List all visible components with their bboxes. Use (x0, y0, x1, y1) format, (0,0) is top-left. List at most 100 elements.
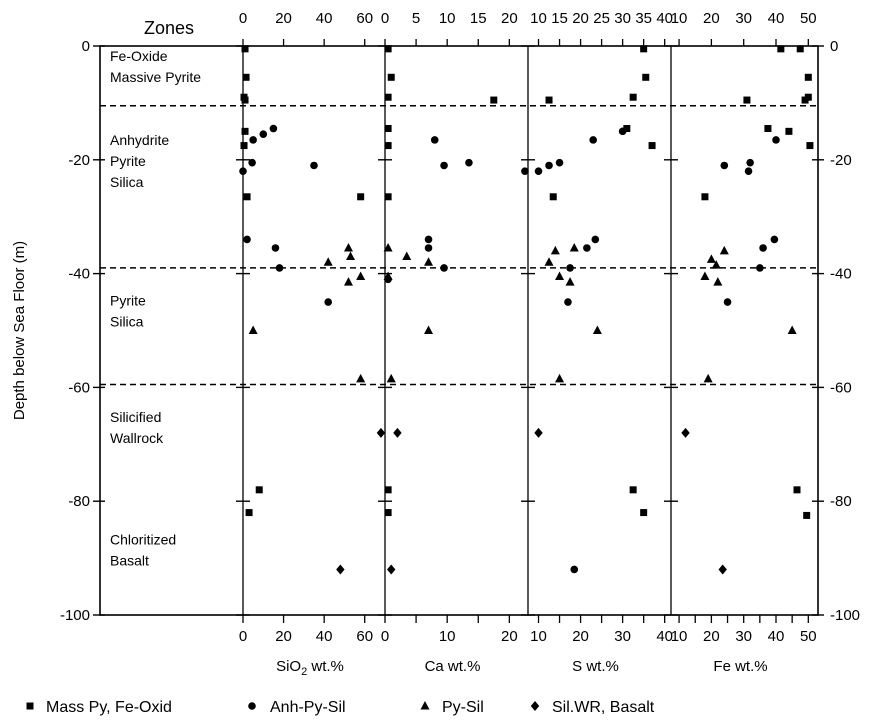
data-point-square (384, 142, 392, 150)
data-point-circle (570, 565, 579, 574)
data-point-triangle (550, 245, 560, 255)
data-point-circle (275, 264, 284, 272)
data-point-triangle (544, 257, 554, 266)
data-point-circle (589, 136, 597, 144)
data-point-square (255, 486, 263, 494)
x-tick-label-top: 0 (239, 10, 247, 27)
data-point-square (804, 93, 812, 101)
data-points (239, 45, 814, 575)
zone-label: Silicified (110, 409, 161, 425)
data-point-triangle (386, 373, 396, 383)
data-point-square (629, 93, 637, 101)
x-tick-label: 20 (703, 628, 720, 645)
data-point-circle (746, 158, 754, 167)
data-point-square (490, 96, 498, 104)
data-point-circle (723, 298, 732, 306)
data-point-circle (591, 235, 600, 244)
x-tick-label-top: 40 (316, 10, 333, 27)
y-axis-title: Depth below Sea Floor (m) (11, 241, 28, 420)
x-tick-label-top: 25 (593, 10, 610, 27)
x-tick-label: 10 (671, 628, 688, 645)
y-tick-label: -80 (68, 493, 90, 510)
data-point-circle (269, 124, 278, 133)
data-point-triangle (711, 260, 721, 269)
data-point-diamond (681, 427, 690, 438)
data-point-circle (424, 235, 433, 244)
data-point-circle (583, 244, 591, 252)
x-tick-label-top: 40 (656, 10, 673, 27)
data-point-circle (259, 130, 268, 138)
data-point-square (384, 193, 392, 201)
zone-boundaries (100, 104, 818, 386)
data-point-circle (566, 264, 574, 272)
data-point-square (623, 125, 631, 133)
y-tick-label: -100 (60, 607, 90, 624)
data-point-circle (440, 161, 448, 170)
data-point-square (796, 45, 804, 53)
data-point-triangle (424, 325, 434, 334)
zone-label: Fe-Oxide (110, 48, 168, 64)
y-tick-label: -20 (68, 152, 90, 169)
legend-label: Sil.WR, Basalt (552, 699, 655, 716)
data-point-circle (249, 136, 257, 144)
data-point-circle (521, 167, 529, 175)
x-axis-title: Ca wt.% (425, 658, 481, 675)
data-point-square (793, 486, 801, 494)
data-point-square (648, 142, 656, 150)
y-tick-label: -60 (68, 379, 90, 396)
x-tick-label: 20 (275, 628, 292, 645)
data-point-square (629, 486, 637, 494)
data-point-square (240, 142, 248, 150)
data-point-square (640, 45, 648, 53)
x-tick-label: 0 (239, 628, 247, 645)
data-point-triangle (787, 325, 797, 334)
zone-label: Basalt (110, 553, 149, 569)
x-tick-label: 30 (735, 628, 752, 645)
data-point-circle (564, 298, 572, 306)
data-point-square (803, 511, 811, 519)
data-point-circle (744, 167, 753, 175)
legend-triangle-icon (420, 701, 430, 710)
data-point-triangle (346, 251, 356, 261)
data-point-triangle (713, 277, 723, 286)
data-point-circle (545, 161, 553, 170)
x-tick-label-top: 10 (439, 10, 456, 27)
data-point-circle (324, 298, 333, 306)
x-tick-label-top: 35 (635, 10, 652, 27)
x-axis-title: SiO2 wt.% (276, 658, 344, 678)
data-point-circle (424, 244, 433, 252)
zone-label: Chloritized (110, 532, 176, 548)
data-point-triangle (569, 242, 579, 252)
data-point-circle (756, 264, 764, 272)
data-point-circle (243, 235, 251, 244)
data-point-square (241, 45, 249, 53)
data-point-circle (618, 127, 627, 136)
data-point-diamond (376, 427, 386, 438)
data-point-circle (772, 136, 780, 144)
zone-label: Pyrite (110, 153, 146, 169)
legend: Mass Py, Fe-Oxid Anh-Py-Sil Py-Sil Sil.WR, … (26, 699, 655, 716)
data-point-square (545, 96, 553, 104)
x-tick-label-top: 30 (614, 10, 631, 27)
data-point-circle (534, 167, 543, 175)
x-tick-label-top: 15 (470, 10, 487, 27)
y-tick-label-right: -40 (830, 266, 852, 283)
y-tick-label-right: -60 (830, 379, 852, 396)
data-point-circle (759, 244, 767, 252)
x-tick-label-top: 10 (530, 10, 547, 27)
data-point-square (242, 73, 250, 81)
x-tick-label: 50 (800, 628, 817, 645)
y-tick-label: -40 (68, 266, 90, 283)
data-point-square (642, 73, 650, 81)
y-tick-label-right: -20 (830, 152, 852, 169)
axes (93, 39, 824, 623)
x-tick-label-top: 20 (572, 10, 589, 27)
data-point-triangle (383, 271, 393, 280)
x-axis-title: S wt.% (572, 658, 619, 675)
data-point-circle (440, 264, 448, 272)
x-tick-label: 40 (768, 628, 785, 645)
data-point-triangle (703, 373, 713, 383)
x-tick-label: 20 (572, 628, 589, 645)
legend-circle-icon (248, 702, 256, 710)
x-tick-label: 0 (381, 628, 389, 645)
